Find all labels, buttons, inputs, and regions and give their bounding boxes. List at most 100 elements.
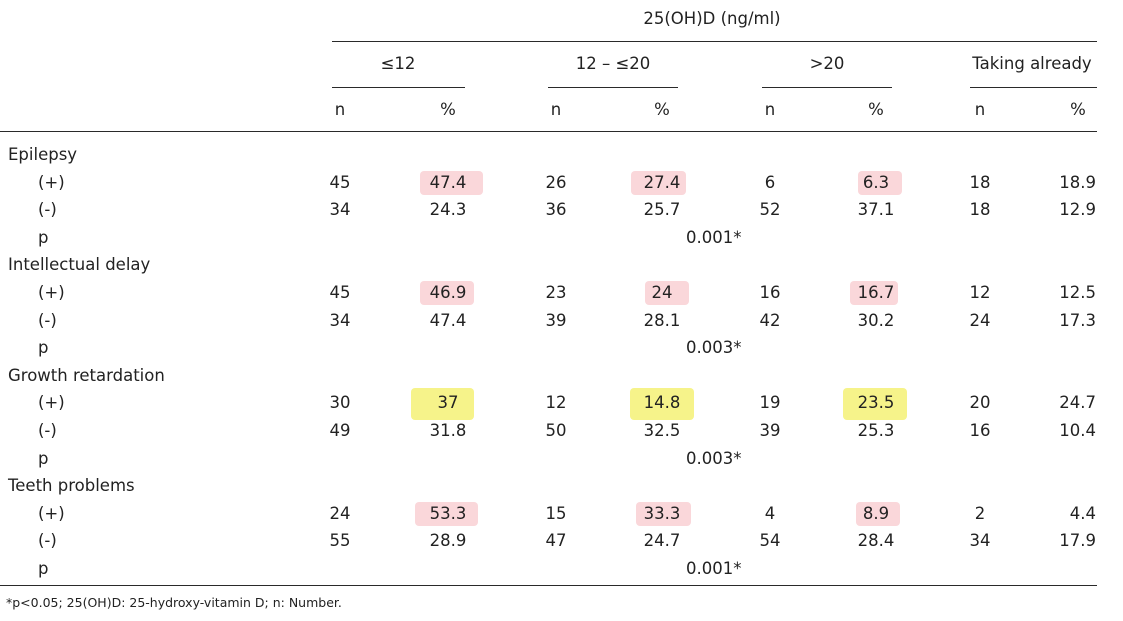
- table-cell: 47: [545, 531, 567, 551]
- highlight-box: [420, 281, 474, 305]
- highlight-box: [411, 388, 474, 421]
- table-cell: 12.5: [1059, 283, 1096, 302]
- table-cell: 12: [969, 283, 991, 302]
- table-cell: 25.7: [643, 200, 681, 220]
- table-cell: 14.8: [643, 393, 681, 413]
- highlight-box: [631, 170, 686, 195]
- table-cell: 24: [969, 310, 991, 330]
- highlight-box: [858, 170, 902, 195]
- table-cell: 24.3: [429, 200, 467, 220]
- table-cell: 47.4: [429, 172, 467, 192]
- table-cell: 4.4: [1069, 503, 1096, 523]
- table-cell: 30.2: [857, 310, 895, 330]
- p-value: 0.003*: [686, 338, 742, 358]
- table-cell: 15: [545, 503, 567, 523]
- table-cell: 31.8: [429, 421, 467, 440]
- p-label: p: [38, 559, 49, 578]
- table-cell: 34: [329, 200, 351, 220]
- p-value: 0.001*: [686, 228, 742, 248]
- p-value: 0.001*: [686, 559, 742, 578]
- table-cell: 6: [764, 172, 776, 192]
- p-label: p: [38, 448, 49, 468]
- header-bottom-rule: [0, 131, 1097, 132]
- title-rule: [332, 41, 1097, 42]
- subheader-percent: %: [440, 100, 456, 119]
- table-cell: 16: [969, 421, 991, 440]
- table-cell: 2: [974, 503, 986, 523]
- table-cell: 42: [759, 310, 781, 330]
- table-cell: 12.9: [1059, 200, 1096, 220]
- group-header-gt20: >20: [809, 54, 845, 73]
- table-cell: 30: [329, 393, 351, 413]
- table-cell: 6.3: [862, 172, 890, 192]
- table-cell: 28.9: [429, 531, 467, 551]
- table-cell: 27.4: [643, 172, 681, 192]
- table-cell: 34: [329, 310, 351, 330]
- section-title: Epilepsy: [8, 145, 78, 164]
- table-cell: 45: [329, 172, 351, 192]
- table-cell: 39: [545, 310, 567, 330]
- group-rule-12-20: [548, 87, 678, 88]
- table-cell: 16.7: [857, 283, 895, 302]
- subheader-percent: %: [1070, 100, 1086, 119]
- highlight-box: [850, 281, 898, 305]
- row-label: (-): [38, 200, 57, 220]
- table-cell: 37.1: [857, 200, 895, 220]
- highlight-box: [856, 501, 900, 526]
- table-cell: 12: [545, 393, 567, 413]
- table-cell: 37: [437, 393, 459, 413]
- table-cell: 28.4: [857, 531, 895, 551]
- group-rule-taking-already: [970, 87, 1097, 88]
- table-cell: 52: [759, 200, 781, 220]
- row-label: (-): [38, 310, 57, 330]
- row-label: (-): [38, 531, 57, 551]
- p-value: 0.003*: [686, 448, 742, 468]
- table-cell: 20: [969, 393, 991, 413]
- table-cell: 49: [329, 421, 351, 440]
- table-cell: 23.5: [857, 393, 895, 413]
- table-cell: 33.3: [643, 503, 681, 523]
- table-cell: 32.5: [643, 421, 681, 440]
- table-cell: 17.3: [1059, 310, 1096, 330]
- subheader-percent: %: [654, 100, 670, 119]
- p-label: p: [38, 228, 49, 248]
- group-header-le12: ≤12: [380, 54, 416, 73]
- row-label: (-): [38, 421, 57, 440]
- group-rule-gt20: [762, 87, 892, 88]
- subheader-n: n: [974, 100, 986, 119]
- group-rule-le12: [332, 87, 465, 88]
- row-label: (+): [38, 393, 65, 413]
- table-cell: 53.3: [429, 503, 467, 523]
- group-header-12-20: 12 – ≤20: [575, 54, 651, 73]
- row-label: (+): [38, 283, 65, 302]
- subheader-percent: %: [868, 100, 884, 119]
- table-cell: 34: [969, 531, 991, 551]
- table-cell: 10.4: [1059, 421, 1096, 440]
- table-cell: 18: [969, 200, 991, 220]
- table-cell: 4: [764, 503, 776, 523]
- table-cell: 39: [759, 421, 781, 440]
- section-title: Growth retardation: [8, 365, 165, 385]
- table-cell: 24: [329, 503, 351, 523]
- table-cell: 28.1: [643, 310, 681, 330]
- highlight-box: [843, 388, 907, 421]
- subheader-n: n: [764, 100, 776, 119]
- table-cell: 8.9: [862, 503, 890, 523]
- table-cell: 24: [651, 283, 673, 302]
- table-cell: 54: [759, 531, 781, 551]
- table-cell: 36: [545, 200, 567, 220]
- table-cell: 46.9: [429, 283, 467, 302]
- subheader-n: n: [550, 100, 562, 119]
- subheader-n: n: [334, 100, 346, 119]
- table-cell: 26: [545, 172, 567, 192]
- footnote: *p<0.05; 25(OH)D: 25-hydroxy-vitamin D; …: [6, 595, 342, 610]
- table-cell: 47.4: [429, 310, 467, 330]
- row-label: (+): [38, 503, 65, 523]
- table-title: 25(OH)D (ng/ml): [643, 9, 781, 28]
- table-cell: 17.9: [1059, 531, 1096, 551]
- table-cell: 25.3: [857, 421, 895, 440]
- table-cell: 55: [329, 531, 351, 551]
- table-cell: 18: [969, 172, 991, 192]
- highlight-box: [420, 170, 483, 195]
- section-title: Teeth problems: [8, 475, 135, 495]
